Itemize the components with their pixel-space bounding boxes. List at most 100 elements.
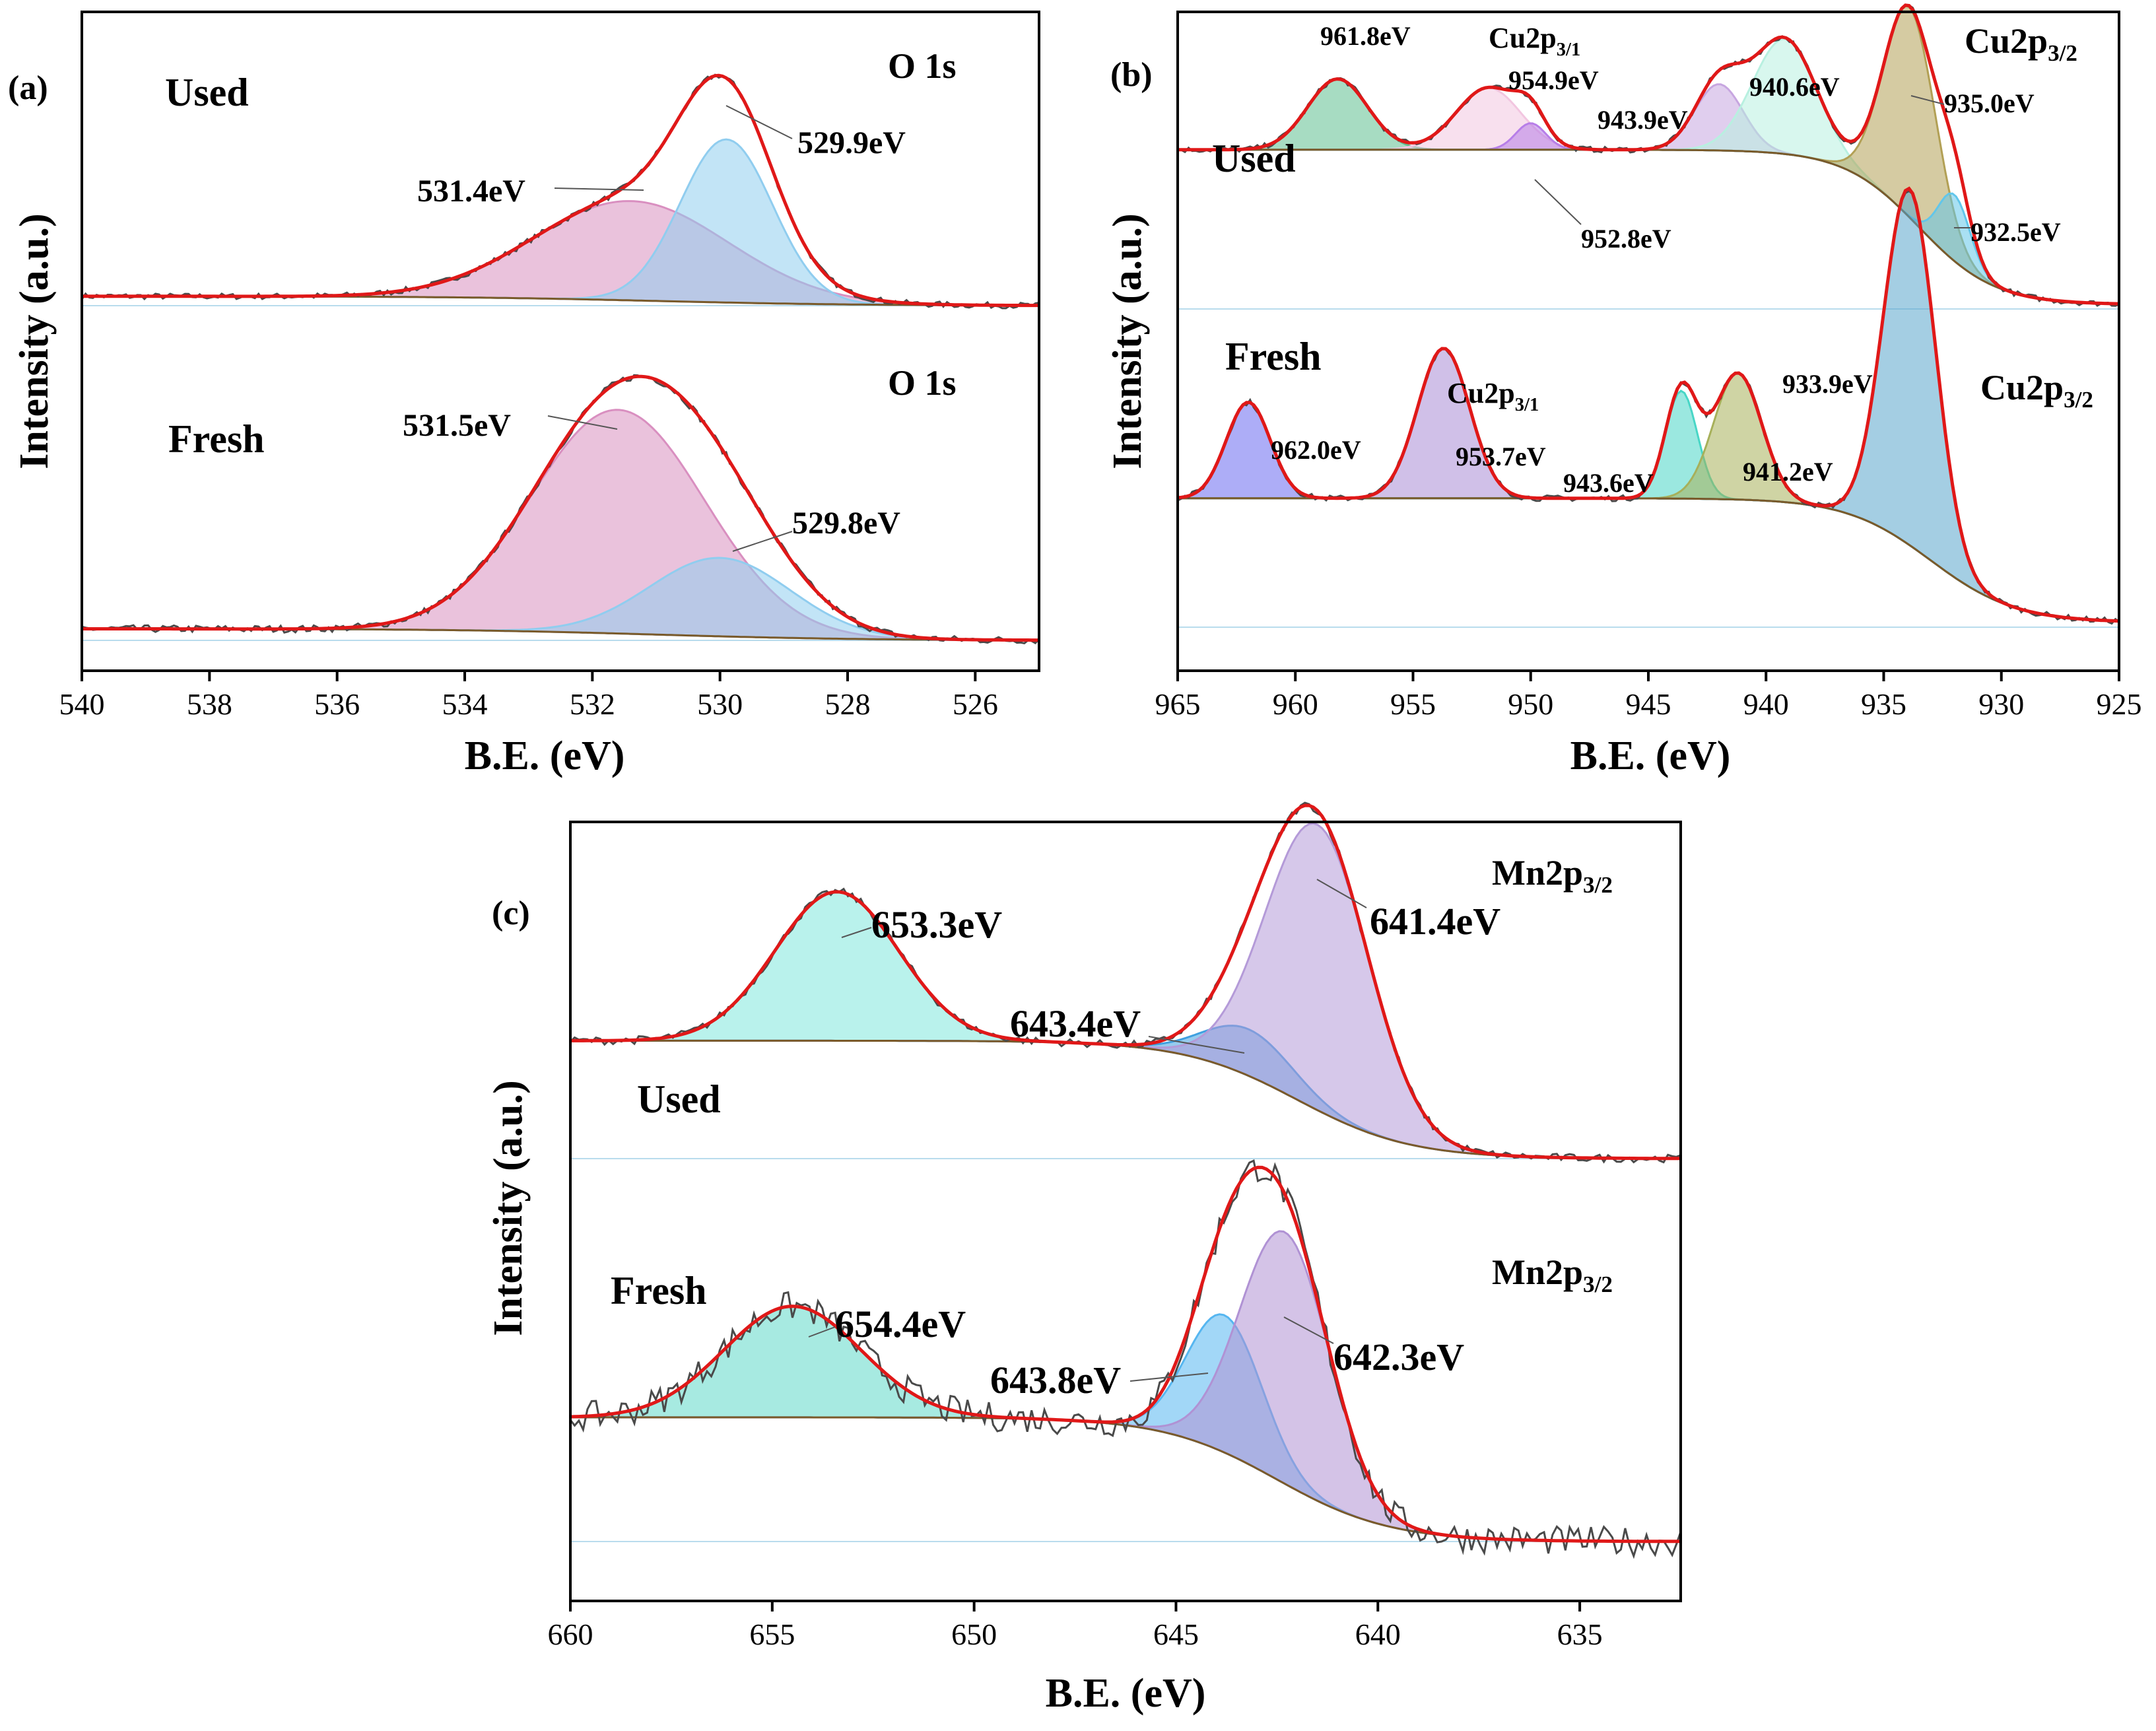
x-tick-label: 960 [1273,687,1318,721]
peak-label-654-4: 654.4eV [835,1303,966,1345]
peak-component [82,200,1040,307]
leader-529-8 [732,531,793,552]
x-tick-label: 965 [1155,687,1201,721]
x-tick-label: 640 [1355,1617,1401,1651]
background-line [1178,497,2120,623]
peak-label-531-4: 531.4eV [417,174,525,209]
panel-a-x-ticks: 540 538 536 534 532 530 528 526 [59,671,998,721]
leader-529-9 [725,105,793,139]
peak-label-953-7: 953.7eV [1456,442,1546,471]
panel-a-letter: (a) [8,69,48,107]
peak-label-935-0: 935.0eV [1944,88,2035,118]
leader-531-4 [554,187,644,191]
x-tick-label: 930 [1978,687,2024,721]
panel-c-used-species: Mn2p3/2 [1492,853,1613,898]
envelope-fit-line [570,803,1681,1161]
leader-531-5 [547,415,618,430]
panel-a-x-label: B.E. (eV) [465,733,625,778]
panel-b-used-species-right: Cu2p3/2 [1965,21,2077,66]
panel-b-letter: (b) [1110,56,1153,94]
panel-c-frame [569,821,1682,1602]
x-tick-label: 950 [1508,687,1553,721]
x-tick-label: 528 [825,687,871,721]
peak-label-961-8: 961.8eV [1320,21,1411,51]
panel-c-used-label: Used [637,1077,721,1121]
peak-label-529-9: 529.9eV [797,125,906,160]
panel-c-fresh-label: Fresh [611,1269,707,1312]
peak-label-943-6: 943.6eV [1563,468,1654,498]
panel-a-used-species: O 1s [888,46,957,86]
x-tick-label: 538 [187,687,232,721]
peak-label-932-5: 932.5eV [1971,217,2061,247]
x-tick-label: 660 [548,1617,593,1651]
x-tick-label: 925 [2097,687,2142,721]
x-tick-label: 530 [697,687,743,721]
peak-label-643-8: 643.8eV [990,1359,1121,1402]
x-tick-label: 534 [442,687,488,721]
x-tick-label: 955 [1390,687,1436,721]
panel-a-frame [81,11,1040,672]
leader-653-3 [841,927,872,938]
panel-c-letter: (c) [492,895,530,932]
panel-c: 660 655 650 645 640 635 (c) Intensity (a.u.) … [486,801,1682,1716]
peak-label-529-8: 529.8eV [792,506,900,541]
panel-a-fresh-label: Fresh [168,417,265,461]
x-tick-label: 635 [1557,1617,1603,1651]
panel-c-fresh-species: Mn2p3/2 [1492,1252,1613,1297]
background-line [570,1416,1681,1543]
leader-935-0 [1910,95,1945,105]
peak-label-962-0: 962.0eV [1271,435,1361,465]
panel-b-fresh-species-right: Cu2p3/2 [1980,368,2093,413]
background-line [570,1039,1681,1160]
peak-label-531-5: 531.5eV [403,408,511,443]
x-tick-label: 935 [1861,687,1906,721]
envelope-fit-line [1178,3,2120,306]
peak-label-643-4: 643.4eV [1010,1002,1141,1045]
panel-b-used-species-left: Cu2p3/1 [1489,22,1580,60]
panel-a-y-label: Intensity (a.u.) [12,213,57,469]
x-tick-label: 540 [59,687,105,721]
raw-data-line [569,1159,1682,1559]
peak-label-653-3: 653.3eV [871,903,1002,946]
x-tick-label: 650 [951,1617,997,1651]
x-tick-label: 945 [1626,687,1671,721]
peak-label-943-9: 943.9eV [1598,105,1688,135]
panel-b-used-label: Used [1212,137,1296,180]
panel-b-x-ticks: 965 960 955 950 945 940 935 930 925 [1155,671,2142,721]
x-tick-label: 536 [314,687,360,721]
envelope-fit-line [570,1165,1681,1544]
x-tick-label: 526 [953,687,998,721]
panel-b-y-label: Intensity (a.u.) [1105,213,1150,469]
panel-a-spectra [81,73,1040,645]
panel-c-x-label: B.E. (eV) [1046,1671,1206,1716]
peak-label-941-2: 941.2eV [1743,457,1833,487]
envelope-fit-line [82,374,1039,642]
panel-a: 540 538 536 534 532 530 528 526 (a) Intensity (… [8,11,1040,778]
x-tick-label: 655 [749,1617,795,1651]
panel-c-y-label: Intensity (a.u.) [486,1080,531,1336]
peak-label-641-4: 641.4eV [1370,900,1500,943]
peak-label-642-3: 642.3eV [1333,1336,1464,1378]
x-tick-label: 940 [1743,687,1789,721]
panel-a-fresh-species: O 1s [888,363,957,403]
peak-label-952-8: 952.8eV [1581,224,1671,254]
panel-b-x-label: B.E. (eV) [1570,733,1731,778]
panel-c-x-ticks: 660 655 650 645 640 635 [548,1601,1603,1651]
envelope-fit-line [82,73,1039,308]
peak-label-933-9: 933.9eV [1782,369,1873,399]
leader-952-8 [1534,179,1582,225]
peak-label-940-6: 940.6eV [1749,72,1840,102]
panel-c-spectra [569,801,1682,1559]
peak-label-954-9: 954.9eV [1508,65,1599,95]
leader-641-4 [1316,879,1367,908]
x-tick-label: 645 [1153,1617,1199,1651]
panel-b-fresh-species-left: Cu2p3/1 [1447,377,1539,415]
x-tick-label: 532 [570,687,615,721]
panel-a-used-label: Used [165,71,249,114]
leader-642-3 [1283,1316,1334,1344]
leader-643-8 [1129,1373,1209,1382]
leader-654-4 [808,1326,836,1338]
leader-643-4 [1148,1036,1245,1054]
panel-b-fresh-label: Fresh [1225,335,1322,378]
